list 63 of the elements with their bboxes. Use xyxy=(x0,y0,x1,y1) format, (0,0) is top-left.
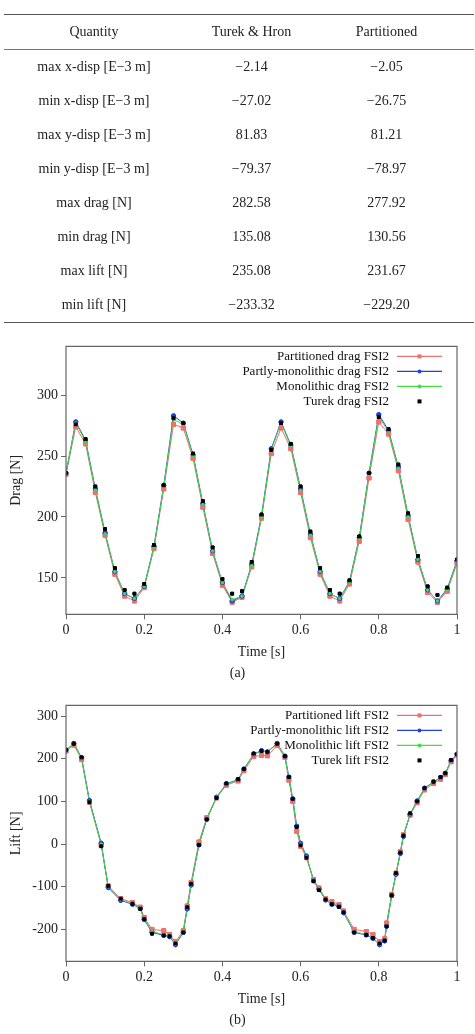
x-tick-label: 0.8 xyxy=(370,969,388,985)
data-label: −26.75 xyxy=(365,92,408,110)
text: Partitioned xyxy=(354,23,419,41)
legend-label: Monolithic drag FSI2 xyxy=(276,377,389,393)
data-label: 81.83 xyxy=(234,126,269,144)
category-label: max y-disp [E−3 m] xyxy=(36,126,152,144)
legend-label: Partitioned drag FSI2 xyxy=(277,347,389,363)
legend-label: Turek drag FSI2 xyxy=(303,392,389,408)
data-label: 81.21 xyxy=(369,126,404,144)
data-label: 135.08 xyxy=(231,228,272,246)
data-label: −78.97 xyxy=(365,160,408,178)
legend-label: Partly-monolithic lift FSI2 xyxy=(250,721,389,737)
y-tick-label: 0 xyxy=(51,835,58,851)
y-tick-label: 200 xyxy=(37,750,58,766)
data-label: 282.58 xyxy=(231,194,272,212)
y-tick-label: 250 xyxy=(37,447,58,463)
y-tick-label: 150 xyxy=(37,569,58,585)
x-tick-label: 0.6 xyxy=(291,969,310,985)
x-tick-label: 0.4 xyxy=(213,622,232,638)
x-tick-label: 0.6 xyxy=(291,622,310,638)
y-tick-label: 100 xyxy=(37,793,58,809)
category-label: min x-disp [E−3 m] xyxy=(37,92,151,110)
y-tick-label: 300 xyxy=(37,707,58,723)
data-label: −27.02 xyxy=(230,92,273,110)
data-label: −229.20 xyxy=(362,296,411,314)
data-label: −233.32 xyxy=(227,296,276,314)
data-label: 231.67 xyxy=(366,262,407,280)
category-label: min drag [N] xyxy=(56,228,132,246)
x-axis-title: Time [s] xyxy=(237,991,286,1007)
y-tick-label: 300 xyxy=(37,386,58,402)
data-label: 277.92 xyxy=(366,194,407,212)
data-label: 235.08 xyxy=(231,262,272,280)
text: Turek & Hron xyxy=(210,23,293,41)
category-label: min y-disp [E−3 m] xyxy=(37,160,151,178)
x-tick-label: 0.2 xyxy=(135,969,153,985)
x-tick-label: 0.8 xyxy=(370,622,388,638)
x-tick-label: 0 xyxy=(62,622,70,638)
text: (a) xyxy=(228,665,247,681)
y-axis-title: Lift [N] xyxy=(8,811,24,856)
text: Quantity xyxy=(68,23,120,41)
y-tick-label: -100 xyxy=(32,878,58,894)
y-tick-label: -200 xyxy=(32,921,58,937)
x-tick-label: 1 xyxy=(453,622,461,638)
x-axis-title: Time [s] xyxy=(237,644,286,660)
data-label: 130.56 xyxy=(366,228,407,246)
legend-label: Turek lift FSI2 xyxy=(311,751,389,767)
x-tick-label: 1 xyxy=(453,969,461,985)
x-tick-label: 0.4 xyxy=(213,969,232,985)
text: (b) xyxy=(228,1012,247,1028)
data-label: −2.05 xyxy=(369,58,404,76)
legend-label: Partly-monolithic drag FSI2 xyxy=(242,362,389,378)
y-tick-label: 200 xyxy=(37,508,58,524)
category-label: max lift [N] xyxy=(59,262,129,280)
x-tick-label: 0 xyxy=(62,969,70,985)
category-label: max drag [N] xyxy=(55,194,133,212)
legend-label: Partitioned lift FSI2 xyxy=(285,706,389,722)
legend-label: Monolithic lift FSI2 xyxy=(284,736,389,752)
x-tick-label: 0.2 xyxy=(135,622,153,638)
data-label: −2.14 xyxy=(234,58,269,76)
category-label: max x-disp [E−3 m] xyxy=(36,58,152,76)
y-axis-title: Drag [N] xyxy=(8,454,24,506)
category-label: min lift [N] xyxy=(60,296,128,314)
data-label: −79.37 xyxy=(230,160,273,178)
